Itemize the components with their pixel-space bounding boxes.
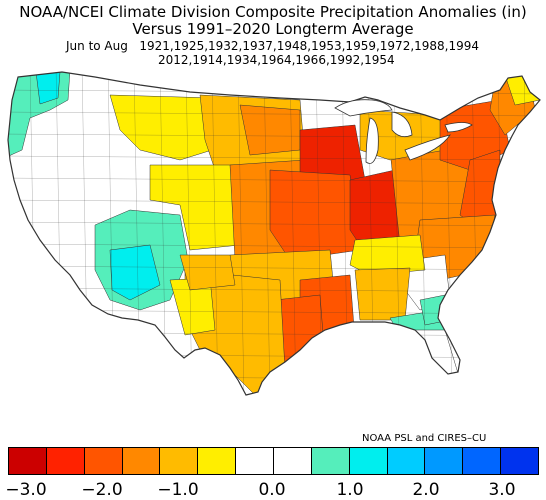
division-boundary (237, 72, 245, 395)
colorbar-bin (46, 448, 85, 474)
division-boundary (289, 72, 297, 395)
division-boundary (8, 133, 540, 139)
colorbar-bin (387, 448, 426, 474)
colorbar-tick-label: 1.0 (336, 480, 364, 500)
colorbar-bin (160, 448, 199, 474)
colorbar-bin (122, 448, 161, 474)
lake-superior (334, 99, 393, 117)
colorbar-bin (236, 448, 275, 474)
region-puget (35, 72, 61, 105)
map-subtitle: Versus 1991–2020 Longterm Average (132, 20, 414, 38)
season-label: Jun to Aug (66, 39, 128, 53)
colorbar-bin (84, 448, 123, 474)
colorbar-bin (463, 448, 502, 474)
colorbar-tick-label: 0.0 (258, 480, 286, 500)
lake-ontario (444, 122, 473, 133)
colorbar-bin (501, 448, 539, 474)
us-precipitation-anomaly-map (0, 71, 546, 402)
colorbar-tick-label: −1.0 (157, 480, 199, 500)
data-credit: NOAA PSL and CIRES–CU (362, 433, 487, 444)
region-florida (399, 329, 461, 381)
colorbar-tick-label: 3.0 (488, 480, 516, 500)
colorbar-tick-label: −2.0 (81, 480, 123, 500)
lake-michigan (365, 117, 379, 164)
great-lakes (334, 99, 473, 164)
division-boundary (263, 72, 271, 395)
division-boundary (445, 72, 453, 395)
us-outline (7, 71, 541, 396)
colorbar-bin (274, 448, 312, 474)
division-boundary (8, 111, 540, 117)
colorbar-bin (349, 448, 388, 474)
division-boundary (8, 265, 540, 271)
colorbar-bin (198, 448, 237, 474)
colorbar-tick-label: −3.0 (5, 480, 47, 500)
division-boundary (8, 155, 540, 161)
lake-huron (391, 111, 413, 138)
region-alabama (354, 267, 411, 321)
colorbar-bin (311, 448, 350, 474)
division-boundary (0, 398, 546, 402)
division-boundary (8, 177, 540, 183)
years-list-1: 1921,1925,1932,1937,1948,1953,1959,1972,… (139, 39, 480, 53)
division-boundary (8, 199, 540, 205)
colorbar-tick-label: 2.0 (412, 480, 440, 500)
years-line-2: 2012,1914,1934,1964,1966,1992,1954 (158, 53, 395, 67)
colorbar (8, 447, 539, 475)
region-new-mexico (179, 254, 236, 291)
precipitation-regions (8, 72, 540, 395)
years-line-1: Jun to Aug 1921,1925,1932,1937,1948,1953… (66, 39, 479, 53)
division-boundary (211, 72, 219, 395)
division-boundary (8, 221, 540, 227)
lake-erie (404, 134, 451, 161)
colorbar-bin (425, 448, 464, 474)
colorbar-bin (9, 448, 47, 474)
map-title: NOAA/NCEI Climate Division Composite Pre… (19, 3, 527, 21)
division-boundary (185, 72, 193, 395)
region-arizona-cyan (109, 244, 161, 301)
division-boundary (8, 375, 540, 381)
division-boundary (8, 243, 540, 249)
